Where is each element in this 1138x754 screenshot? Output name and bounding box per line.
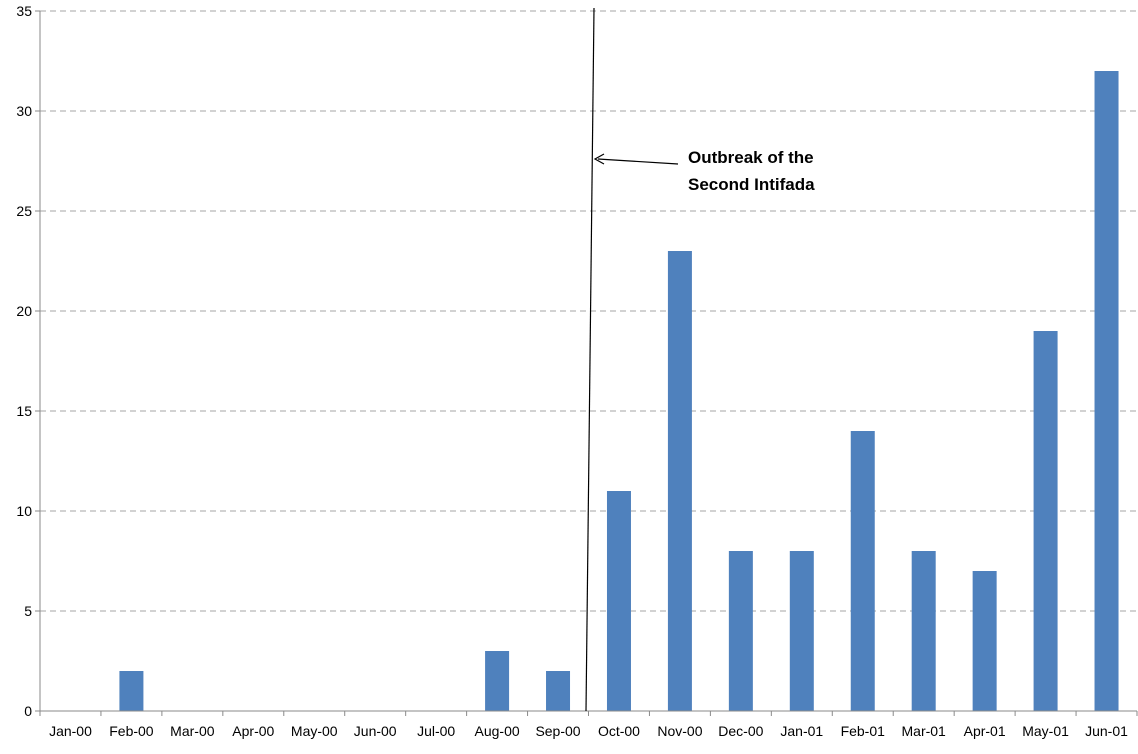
annotation: Outbreak of the Second Intifada — [585, 7, 815, 712]
y-tick-label: 15 — [16, 403, 32, 419]
x-tick-label: Jan-00 — [49, 723, 92, 739]
bar-feb-00 — [119, 671, 144, 711]
x-tick-label: Jun-00 — [354, 723, 397, 739]
bar-may-01 — [1033, 331, 1058, 711]
bar-oct-00 — [606, 491, 631, 711]
x-tick-label: Apr-00 — [232, 723, 274, 739]
annotation-arrow-head — [593, 153, 605, 165]
x-tick-label: Feb-01 — [841, 723, 886, 739]
annotation-line-2: Second Intifada — [688, 175, 815, 194]
x-tick-label: Mar-01 — [902, 723, 947, 739]
y-tick-label: 5 — [24, 603, 32, 619]
bar-feb-01 — [850, 431, 875, 711]
bar-sep-00 — [546, 671, 571, 711]
bar-mar-01 — [911, 551, 936, 711]
bar-jan-01 — [789, 551, 814, 711]
x-tick-label: Nov-00 — [657, 723, 702, 739]
x-tick-label: Mar-00 — [170, 723, 215, 739]
bar-dec-00 — [728, 551, 753, 711]
bars — [119, 71, 1119, 711]
x-tick-label: Jul-00 — [417, 723, 455, 739]
y-tick-label: 10 — [16, 503, 32, 519]
x-tick-label: Jun-01 — [1085, 723, 1128, 739]
y-tick-label: 0 — [24, 703, 32, 719]
x-tick-labels: Jan-00 Feb-00 Mar-00 Apr-00 May-00 Jun-00 Jul-… — [39, 711, 1138, 739]
y-tick-label: 25 — [16, 203, 32, 219]
bar-apr-01 — [972, 571, 997, 711]
bar-jun-01 — [1094, 71, 1119, 711]
y-tick-label: 35 — [16, 3, 32, 19]
x-tick-label: May-00 — [291, 723, 338, 739]
annotation-line-1: Outbreak of the — [688, 148, 814, 167]
bar-aug-00 — [485, 651, 510, 711]
x-tick-label: May-01 — [1022, 723, 1069, 739]
bar-nov-00 — [667, 251, 692, 711]
x-tick-label: Aug-00 — [475, 723, 520, 739]
y-tick-label: 30 — [16, 103, 32, 119]
x-tick-label: Feb-00 — [109, 723, 154, 739]
y-tick-label: 20 — [16, 303, 32, 319]
y-tick-labels: 0 5 10 15 20 25 30 35 — [16, 3, 40, 719]
x-tick-label: Oct-00 — [598, 723, 640, 739]
annotation-arrow-shaft — [597, 158, 679, 165]
x-tick-label: Apr-01 — [964, 723, 1006, 739]
event-marker-line — [585, 7, 595, 712]
axes — [39, 11, 1137, 712]
x-tick-label: Sep-00 — [535, 723, 580, 739]
x-tick-label: Jan-01 — [780, 723, 823, 739]
gridlines — [40, 10, 1137, 612]
x-tick-label: Dec-00 — [718, 723, 763, 739]
